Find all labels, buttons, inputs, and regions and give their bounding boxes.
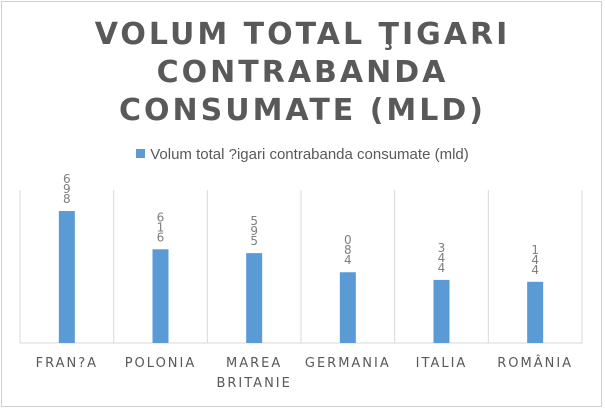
chart-title: VOLUM TOTAL ŢIGARI CONTRABANDA CONSUMATE… <box>0 16 605 130</box>
category-label: ITALIA <box>416 356 468 371</box>
legend-swatch <box>136 149 146 158</box>
bar <box>339 272 356 343</box>
category-label: POLONIA <box>125 356 197 371</box>
bar <box>433 279 450 343</box>
bar <box>152 249 169 343</box>
category-label: BRITANIE <box>216 376 291 391</box>
data-label: 4 <box>531 263 539 277</box>
category-label: FRAN?A <box>36 356 98 371</box>
chart-legend: Volum total ?igari contrabanda consumate… <box>0 146 605 163</box>
data-label: 6 <box>157 230 165 244</box>
category-label: MAREA <box>226 356 282 371</box>
data-label: 9 <box>250 224 258 238</box>
data-label: 6 <box>63 172 71 186</box>
data-label: 4 <box>531 253 539 267</box>
data-label: 4 <box>438 251 446 265</box>
data-label: 1 <box>531 243 539 257</box>
data-label: 6 <box>157 210 165 224</box>
category-label: GERMANIA <box>305 356 391 371</box>
data-label: 4 <box>438 261 446 275</box>
data-label: 9 <box>63 182 71 196</box>
data-label: 5 <box>250 234 258 248</box>
chart-title-line: CONTRABANDA <box>156 55 449 90</box>
data-label: 3 <box>438 241 446 255</box>
data-label: 1 <box>157 220 165 234</box>
chart-title-line: CONSUMATE (MLD) <box>118 93 487 128</box>
bar <box>246 253 263 343</box>
chart-title-line: VOLUM TOTAL ŢIGARI <box>94 17 511 52</box>
data-label: 8 <box>63 192 71 206</box>
data-label: 4 <box>344 253 352 267</box>
category-label: ROMÂNIA <box>497 355 573 371</box>
data-label: 5 <box>250 214 258 228</box>
bar <box>58 211 75 343</box>
bar <box>527 281 544 343</box>
legend-label: Volum total ?igari contrabanda consumate… <box>150 146 469 163</box>
data-label: 8 <box>344 243 352 257</box>
data-label: 0 <box>344 233 352 247</box>
